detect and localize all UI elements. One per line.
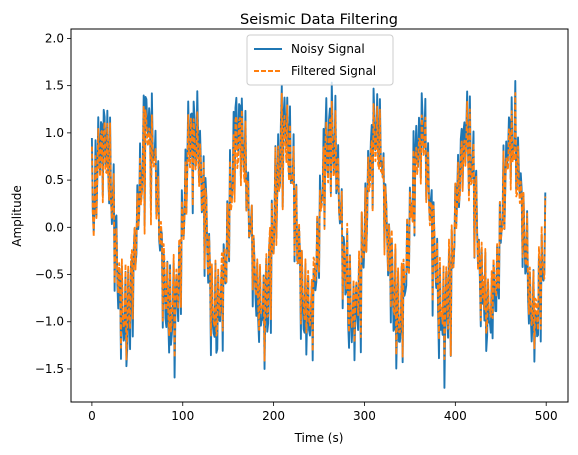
series-group bbox=[90, 79, 547, 389]
y-tick-label: −1.0 bbox=[35, 315, 64, 329]
x-tick-label: 200 bbox=[262, 409, 285, 423]
legend-box bbox=[246, 34, 394, 86]
y-tick-label: −0.5 bbox=[35, 268, 64, 282]
x-tick-label: 300 bbox=[353, 409, 376, 423]
plot-area: 0 100 200 300 400 500 −1.5 −1.0 −0.5 0.0 0.5 1.0 1.… bbox=[35, 28, 569, 423]
legend-filtered-label: Filtered Signal bbox=[291, 64, 376, 78]
y-tick-label: 0.5 bbox=[45, 173, 64, 187]
legend-noisy-label: Noisy Signal bbox=[291, 42, 365, 56]
y-tick-label: 0.0 bbox=[45, 220, 64, 234]
x-tick-label: 100 bbox=[171, 409, 194, 423]
plot-frame bbox=[70, 28, 569, 403]
x-axis-label: Time (s) bbox=[294, 431, 344, 445]
x-axis: 0 100 200 300 400 500 bbox=[88, 402, 558, 423]
y-axis-label: Amplitude bbox=[10, 185, 24, 247]
series-line-filtered bbox=[91, 92, 547, 362]
x-tick-label: 0 bbox=[88, 409, 96, 423]
x-tick-label: 400 bbox=[444, 409, 467, 423]
x-tick-label: 500 bbox=[535, 409, 558, 423]
legend: Noisy Signal Filtered Signal bbox=[246, 34, 394, 86]
y-axis: −1.5 −1.0 −0.5 0.0 0.5 1.0 1.5 2.0 bbox=[35, 31, 71, 376]
y-tick-label: 1.5 bbox=[45, 79, 64, 93]
chart-title: Seismic Data Filtering bbox=[240, 12, 398, 28]
y-tick-label: −1.5 bbox=[35, 362, 64, 376]
y-tick-label: 1.0 bbox=[45, 126, 64, 140]
y-tick-label: 2.0 bbox=[45, 31, 64, 45]
